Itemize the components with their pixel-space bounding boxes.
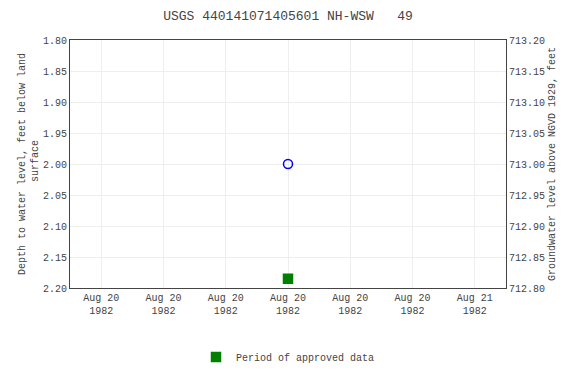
svg-text:Aug 211982: Aug 211982 <box>457 293 493 317</box>
svg-text:1.90: 1.90 <box>43 98 67 109</box>
svg-text:1.95: 1.95 <box>43 129 67 140</box>
svg-text:2.05: 2.05 <box>43 191 67 202</box>
svg-text:2.10: 2.10 <box>43 222 67 233</box>
svg-text:713.10: 713.10 <box>509 98 545 109</box>
svg-text:Aug 201982: Aug 201982 <box>145 293 181 317</box>
svg-text:Aug 201982: Aug 201982 <box>332 293 368 317</box>
svg-text:713.20: 713.20 <box>509 36 545 47</box>
svg-text:2.00: 2.00 <box>43 160 67 171</box>
svg-text:713.15: 713.15 <box>509 67 545 78</box>
svg-text:Aug 201982: Aug 201982 <box>395 293 431 317</box>
svg-text:713.00: 713.00 <box>509 160 545 171</box>
svg-text:2.15: 2.15 <box>43 253 67 264</box>
svg-text:2.20: 2.20 <box>43 284 67 295</box>
svg-text:Aug 201982: Aug 201982 <box>270 293 306 317</box>
svg-text:712.90: 712.90 <box>509 222 545 233</box>
svg-text:Depth to water level, feet bel: Depth to water level, feet below land su… <box>17 53 41 275</box>
svg-text:1.80: 1.80 <box>43 36 67 47</box>
svg-text:712.85: 712.85 <box>509 253 545 264</box>
svg-text:1.85: 1.85 <box>43 67 67 78</box>
svg-text:Aug 201982: Aug 201982 <box>208 293 244 317</box>
svg-text:712.80: 712.80 <box>509 284 545 295</box>
svg-text:713.05: 713.05 <box>509 129 545 140</box>
svg-text:Groundwater level above NGVD 1: Groundwater level above NGVD 1929, feet <box>547 47 558 281</box>
svg-text:Aug 201982: Aug 201982 <box>83 293 119 317</box>
svg-text:712.95: 712.95 <box>509 191 545 202</box>
svg-text:Period of approved data: Period of approved data <box>236 353 374 364</box>
svg-text:USGS 440141071405601 NH-WSW: USGS 440141071405601 NH-WSW 49 <box>163 9 413 24</box>
